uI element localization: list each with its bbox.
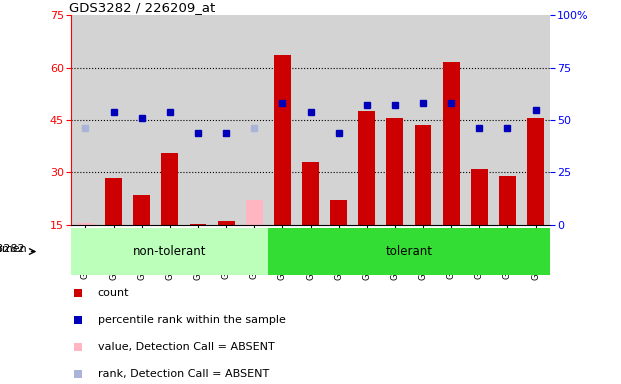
Bar: [218, 221, 235, 225]
Bar: [71, 228, 268, 275]
Bar: [386, 118, 403, 225]
Bar: [302, 162, 319, 225]
Bar: [189, 224, 206, 225]
Bar: [77, 223, 94, 225]
Text: specimen: specimen: [0, 244, 27, 254]
Text: value, Detection Call = ABSENT: value, Detection Call = ABSENT: [97, 342, 274, 352]
Bar: [134, 195, 150, 225]
Text: count: count: [97, 288, 129, 298]
Bar: [105, 177, 122, 225]
Text: percentile rank within the sample: percentile rank within the sample: [97, 315, 286, 325]
Bar: [161, 153, 178, 225]
Bar: [274, 55, 291, 225]
Bar: [358, 111, 375, 225]
Text: GDS3282 / 226209_at: GDS3282 / 226209_at: [69, 1, 215, 14]
Text: tolerant: tolerant: [386, 245, 432, 258]
Bar: [246, 200, 263, 225]
Bar: [330, 200, 347, 225]
Bar: [443, 63, 460, 225]
Text: non-tolerant: non-tolerant: [133, 245, 207, 258]
Bar: [268, 228, 550, 275]
Bar: [415, 125, 432, 225]
Text: rank, Detection Call = ABSENT: rank, Detection Call = ABSENT: [97, 369, 269, 379]
Text: GDS3282: GDS3282: [0, 244, 25, 254]
Bar: [471, 169, 487, 225]
Bar: [527, 118, 544, 225]
Bar: [499, 176, 516, 225]
